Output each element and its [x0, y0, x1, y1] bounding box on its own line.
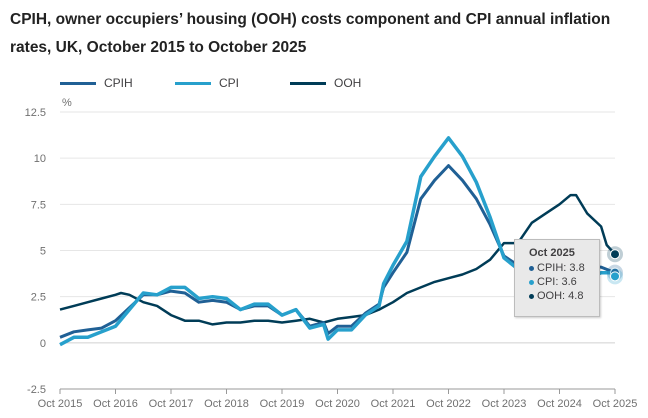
- x-tick-label: Oct 2016: [93, 398, 138, 410]
- y-tick-label: 7.5: [31, 199, 46, 211]
- legend-item-ooh[interactable]: OOH: [290, 76, 405, 90]
- legend: CPIH CPI OOH: [60, 76, 405, 90]
- x-tick-label: Oct 2017: [149, 398, 194, 410]
- y-tick-label: 10: [34, 153, 46, 165]
- x-tick-label: Oct 2018: [204, 398, 249, 410]
- legend-label: CPI: [219, 76, 240, 90]
- series-line-ooh: [59, 193, 616, 326]
- x-tick-label: Oct 2021: [371, 398, 416, 410]
- legend-swatch-cpih: [60, 81, 96, 85]
- x-tick-label: Oct 2020: [315, 398, 360, 410]
- x-tick-label: Oct 2024: [537, 398, 582, 410]
- data-point-cpi: [610, 271, 620, 282]
- data-point-ooh: [610, 249, 620, 260]
- y-unit-label: %: [62, 97, 72, 109]
- x-tick-label: Oct 2022: [426, 398, 471, 410]
- tooltip-row-cpi: CPI: 3.6: [529, 275, 599, 289]
- x-tick-label: Oct 2015: [38, 398, 83, 410]
- tooltip-value: OOH: 4.8: [537, 290, 584, 302]
- legend-swatch-ooh: [290, 81, 326, 85]
- y-tick-label: 0: [40, 338, 46, 350]
- tooltip-row-ooh: OOH: 4.8: [529, 289, 599, 303]
- y-tick-label: 2.5: [31, 292, 46, 304]
- tooltip-title: Oct 2025: [529, 247, 575, 259]
- tooltip-row-cpih: CPIH: 3.8: [529, 261, 599, 275]
- y-tick-label: 5: [40, 246, 46, 258]
- x-tick-label: Oct 2025: [593, 398, 638, 410]
- tooltip: Oct 2025 CPIH: 3.8 CPI: 3.6 OOH: 4.8: [514, 239, 600, 317]
- chart-title: CPIH, owner occupiers’ housing (OOH) cos…: [10, 11, 611, 56]
- tooltip-value: CPI: 3.6: [537, 276, 577, 288]
- x-tick-label: Oct 2019: [260, 398, 305, 410]
- legend-label: OOH: [334, 76, 362, 90]
- legend-label: CPIH: [104, 76, 133, 90]
- y-tick-label: 12.5: [25, 107, 46, 119]
- y-tick-label: -2.5: [27, 384, 46, 396]
- legend-swatch-cpi: [175, 81, 211, 85]
- legend-item-cpi[interactable]: CPI: [175, 76, 290, 90]
- legend-item-cpih[interactable]: CPIH: [60, 76, 175, 90]
- x-tick-label: Oct 2023: [482, 398, 527, 410]
- tooltip-value: CPIH: 3.8: [537, 262, 585, 274]
